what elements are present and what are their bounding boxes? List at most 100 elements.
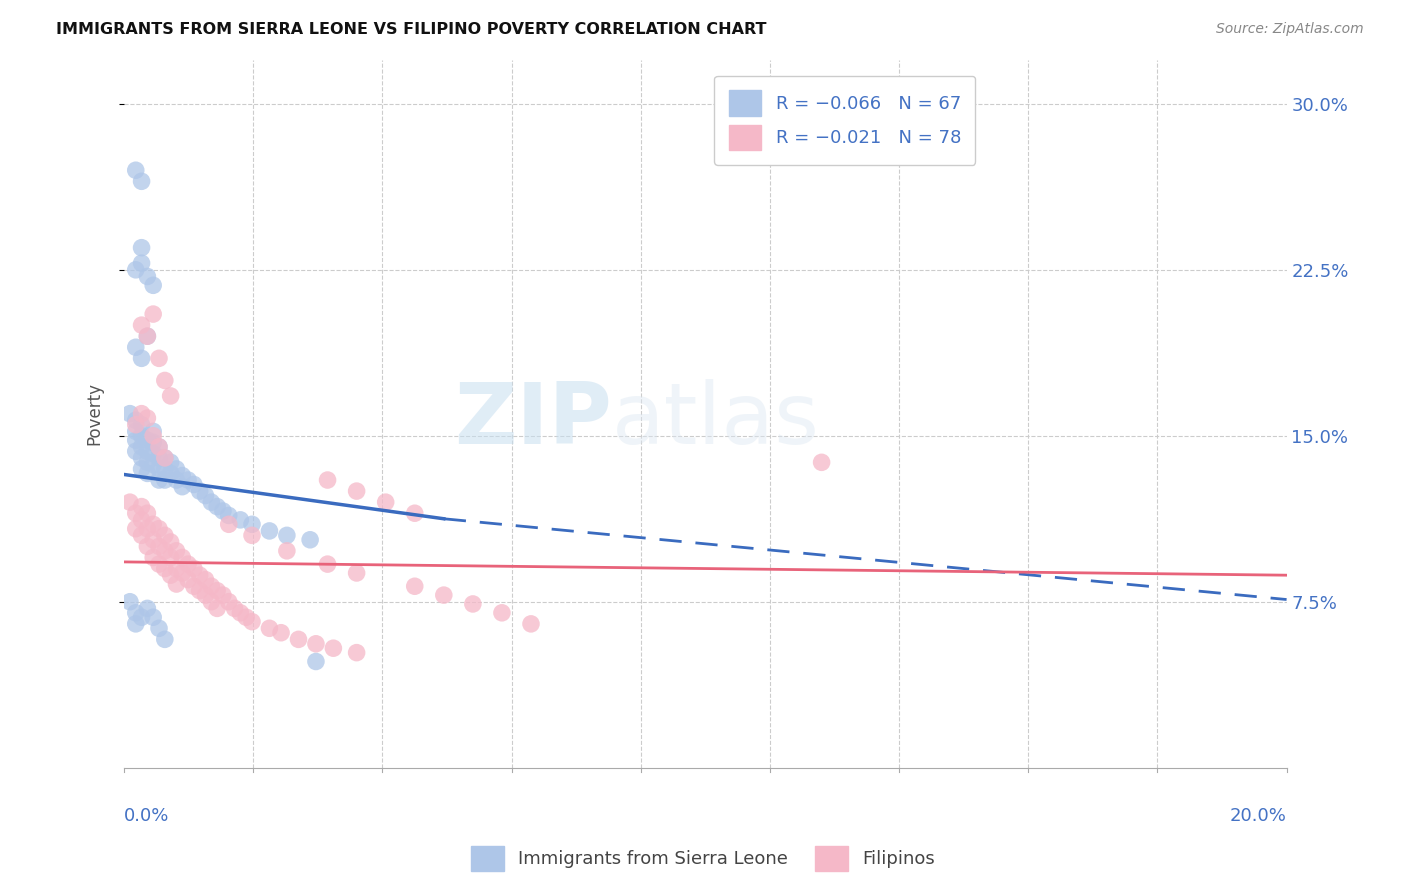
Text: Source: ZipAtlas.com: Source: ZipAtlas.com — [1216, 22, 1364, 37]
Point — [172, 468, 194, 483]
Point — [218, 517, 240, 532]
Point — [212, 588, 235, 602]
Point — [165, 473, 187, 487]
Point — [287, 632, 309, 647]
Text: atlas: atlas — [613, 379, 820, 462]
Point — [148, 440, 170, 454]
Point — [153, 374, 176, 388]
Point — [159, 455, 181, 469]
Point — [153, 561, 176, 575]
Point — [125, 506, 148, 520]
Point — [374, 495, 396, 509]
Point — [810, 455, 832, 469]
Point — [153, 544, 176, 558]
Point — [142, 435, 165, 450]
Point — [433, 588, 456, 602]
Point — [131, 417, 153, 432]
Point — [131, 440, 153, 454]
Point — [131, 318, 153, 333]
Point — [346, 566, 368, 580]
Point — [229, 513, 252, 527]
Point — [131, 610, 153, 624]
Point — [188, 484, 211, 499]
Point — [136, 411, 159, 425]
Point — [159, 535, 181, 549]
Point — [461, 597, 484, 611]
Point — [153, 462, 176, 476]
Point — [131, 462, 153, 476]
Point — [229, 606, 252, 620]
Text: 0.0%: 0.0% — [124, 806, 170, 824]
Point — [125, 606, 148, 620]
Point — [148, 540, 170, 554]
Point — [125, 444, 148, 458]
Point — [205, 500, 228, 514]
Point — [125, 434, 148, 448]
Point — [177, 557, 200, 571]
Point — [188, 583, 211, 598]
Point — [205, 583, 228, 598]
Point — [299, 533, 322, 547]
Point — [270, 625, 292, 640]
Point — [136, 444, 159, 458]
Point — [148, 351, 170, 366]
Point — [136, 506, 159, 520]
Point — [125, 262, 148, 277]
Point — [346, 484, 368, 499]
Point — [131, 528, 153, 542]
Point — [136, 467, 159, 481]
Y-axis label: Poverty: Poverty — [86, 382, 103, 445]
Point — [316, 557, 339, 571]
Point — [125, 413, 148, 427]
Point — [118, 407, 141, 421]
Point — [118, 595, 141, 609]
Point — [240, 517, 263, 532]
Point — [153, 528, 176, 542]
Legend: R = −0.066   N = 67, R = −0.021   N = 78: R = −0.066 N = 67, R = −0.021 N = 78 — [714, 76, 976, 165]
Point — [159, 568, 181, 582]
Point — [142, 278, 165, 293]
Point — [276, 544, 298, 558]
Point — [305, 637, 328, 651]
Point — [148, 621, 170, 635]
Point — [153, 450, 176, 465]
Point — [125, 340, 148, 354]
Point — [142, 429, 165, 443]
Point — [148, 522, 170, 536]
Point — [172, 480, 194, 494]
Point — [240, 615, 263, 629]
Point — [136, 329, 159, 343]
Point — [194, 573, 217, 587]
Point — [218, 595, 240, 609]
Point — [136, 540, 159, 554]
Point — [125, 425, 148, 439]
Point — [131, 174, 153, 188]
Point — [136, 455, 159, 469]
Point — [131, 450, 153, 465]
Point — [404, 506, 426, 520]
Point — [240, 528, 263, 542]
Point — [136, 522, 159, 536]
Point — [200, 595, 222, 609]
Point — [131, 500, 153, 514]
Point — [153, 632, 176, 647]
Point — [142, 307, 165, 321]
Point — [172, 566, 194, 580]
Point — [131, 256, 153, 270]
Point — [259, 524, 281, 538]
Point — [159, 467, 181, 481]
Point — [491, 606, 513, 620]
Point — [218, 508, 240, 523]
Point — [183, 561, 205, 575]
Point — [224, 601, 246, 615]
Point — [404, 579, 426, 593]
Point — [212, 504, 235, 518]
Point — [148, 557, 170, 571]
Point — [142, 425, 165, 439]
Point — [316, 473, 339, 487]
Point — [142, 550, 165, 565]
Point — [188, 568, 211, 582]
Point — [118, 495, 141, 509]
Point — [136, 269, 159, 284]
Point — [200, 495, 222, 509]
